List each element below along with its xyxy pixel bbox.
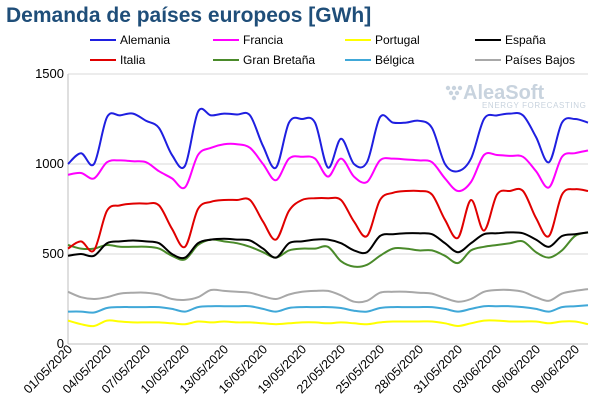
series-line-espana [67,231,589,260]
y-tick-label: 1000 [35,156,64,171]
watermark-tagline: ENERGY FORECASTING [482,101,586,110]
aleasoft-logo-icon [445,85,463,101]
legend-label: Portugal [375,33,420,47]
watermark-brand: AleaSoft [463,82,544,104]
series-line-italia [67,187,589,253]
y-tick-label: 0 [57,336,64,351]
legend-label: Francia [243,33,283,47]
series-line-paises-bajos [67,288,589,304]
legend: Alemania Francia Portugal España Italia Gran … [90,33,575,67]
series-line-gran-bretana [67,231,589,268]
legend-label: España [505,33,546,47]
legend-item-belgica: Bélgica [345,53,415,67]
series-lines [67,107,589,328]
y-tick-labels: 0 500 1000 1500 [35,66,64,351]
legend-label: Alemania [120,33,170,47]
legend-item-alemania: Alemania [90,33,170,47]
y-tick-label: 1500 [35,66,64,81]
legend-item-francia: Francia [213,33,283,47]
series-line-alemania [67,107,589,173]
legend-item-portugal: Portugal [345,33,420,47]
legend-item-paises-bajos: Países Bajos [475,53,575,67]
legend-label: Bélgica [375,53,415,67]
legend-item-gran-bretana: Gran Bretaña [213,53,315,67]
y-tick-label: 500 [42,246,64,261]
series-line-francia [67,142,589,193]
axes [67,74,588,345]
legend-label: Italia [120,53,146,67]
legend-item-italia: Italia [90,53,146,67]
x-tick-labels: 01/05/202004/05/202007/05/202010/05/2020… [21,342,582,396]
series-line-belgica [67,304,589,314]
legend-label: Gran Bretaña [243,53,315,67]
legend-label: Países Bajos [505,53,575,67]
chart-title: Demanda de países europeos [GWh] [6,4,372,27]
legend-item-espana: España [475,33,546,47]
series-line-portugal [67,319,589,328]
